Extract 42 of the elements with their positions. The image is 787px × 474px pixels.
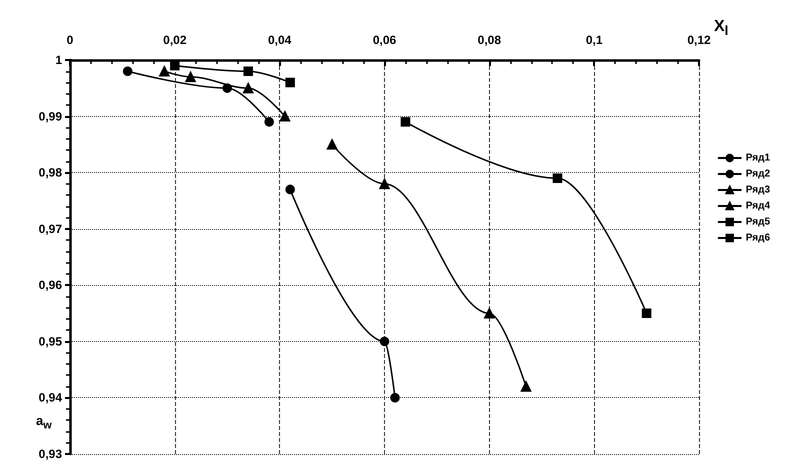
point [280,111,290,122]
y-tick-label: 0,93 [38,447,62,461]
point [170,60,180,70]
point [400,117,410,127]
x-tick-label: 0,04 [268,33,292,47]
x-tick-label: 0 [66,33,74,47]
point [243,66,253,76]
point [520,381,532,392]
x-tick-label: 0,06 [372,33,396,47]
legend-label: Ряд2 [746,168,770,180]
x-tick-label: 0,02 [163,33,187,47]
point [242,82,254,94]
point [285,184,295,194]
point [285,78,295,88]
x-tick-label: 0,08 [478,33,502,47]
y-tick-label: 1 [55,53,62,67]
legend-label: Ряд4 [746,200,770,212]
point [552,173,562,183]
x-tick-label: 0,12 [687,33,711,47]
y-axis-title: a$_{w}$ [36,413,52,432]
point [484,308,495,319]
x-tick-label: 0,1 [586,33,603,47]
y-tick-label: 0,96 [38,278,62,292]
legend-label: Ряд1 [746,152,770,164]
point [264,117,274,127]
y-tick-label: 0,97 [38,222,62,236]
legend-label: Ряд5 [746,216,770,228]
point [642,308,652,318]
point [185,72,196,82]
y-tick-label: 0,94 [38,390,62,405]
y-tick-label: 0,99 [38,109,62,124]
point [159,66,170,77]
x-axis-title: X$_{l}$ [714,18,728,38]
y-tick-label: 0,98 [38,166,62,180]
legend-label: Ряд3 [746,184,770,196]
point [390,392,400,402]
point [379,178,390,190]
point [326,139,338,150]
point [122,66,132,76]
point [380,336,390,346]
y-tick-label: 0,95 [38,334,62,348]
legend-label: Ряд6 [746,232,770,244]
